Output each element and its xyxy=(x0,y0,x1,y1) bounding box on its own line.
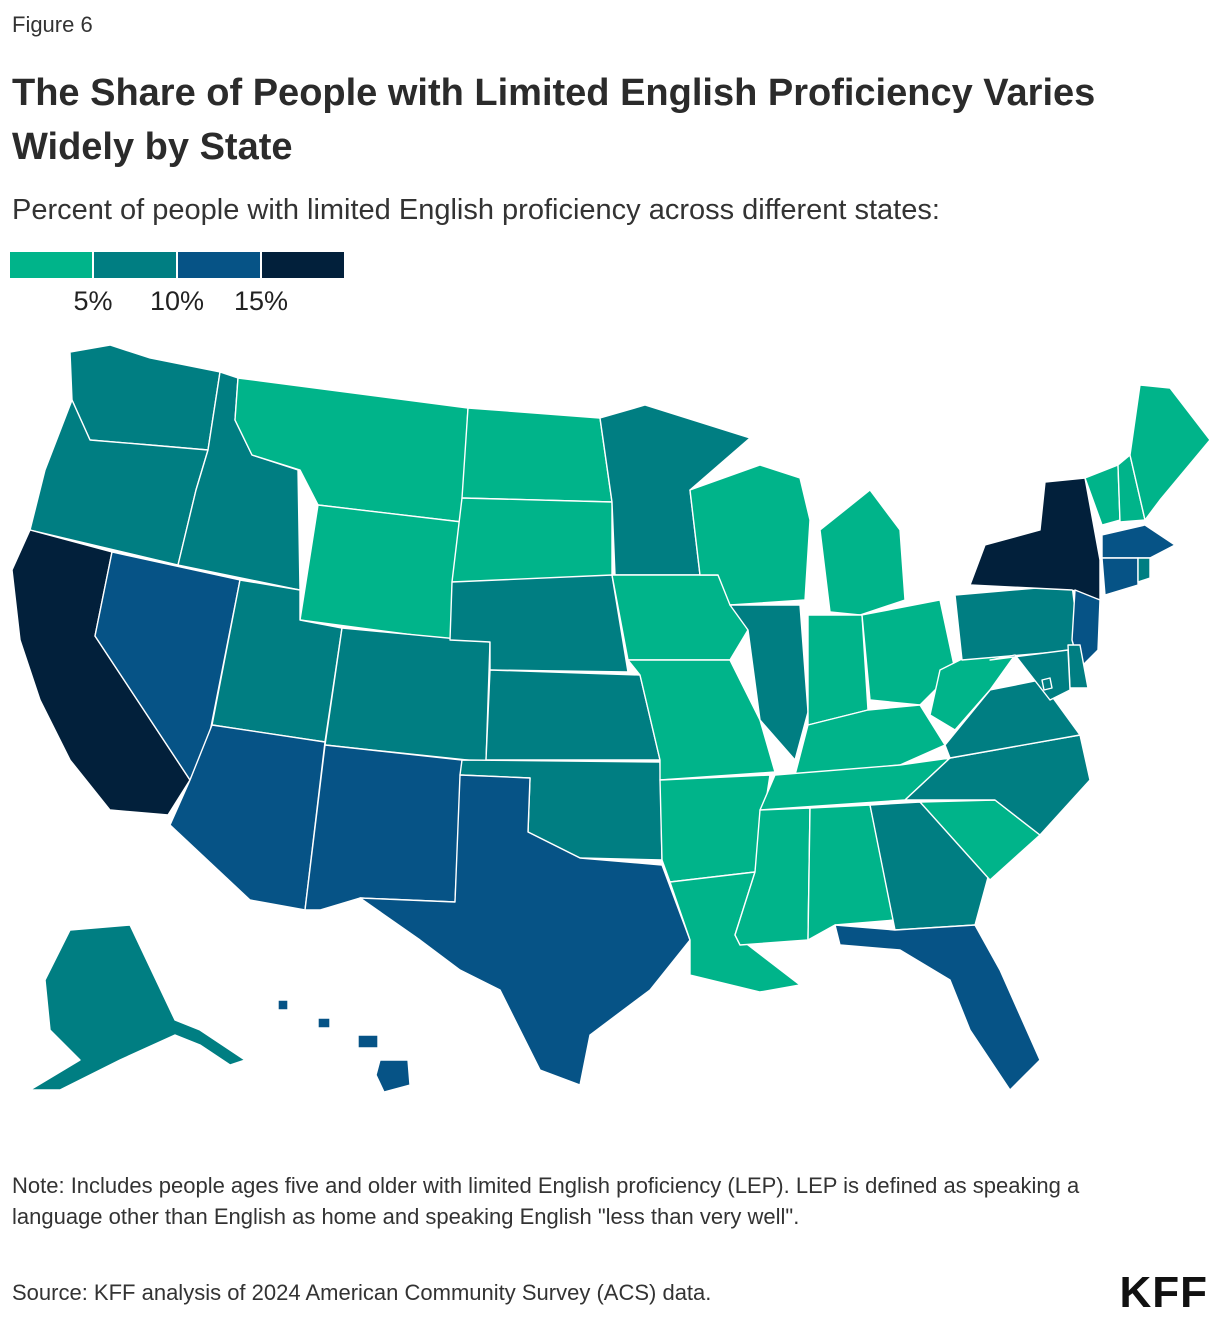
color-legend: 5% 10% 15% xyxy=(10,252,346,322)
kff-logo: KFF xyxy=(1119,1268,1208,1317)
legend-tick-5: 5% xyxy=(73,286,113,316)
state-WY xyxy=(299,504,463,641)
state-IL xyxy=(729,604,809,761)
state-WI xyxy=(689,464,811,606)
state-CT xyxy=(1101,557,1139,596)
legend-tick-10: 10% xyxy=(149,286,205,316)
figure-label: Figure 6 xyxy=(12,12,93,37)
state-MI xyxy=(819,489,906,616)
state-SD xyxy=(451,497,613,583)
state-HI xyxy=(277,999,411,1093)
state-AK xyxy=(29,924,246,1091)
state-MA xyxy=(1101,524,1176,559)
state-shapes xyxy=(11,344,1211,1093)
legend-tick-15: 15% xyxy=(233,286,289,316)
state-MO xyxy=(627,659,776,781)
legend-swatch-1 xyxy=(10,252,92,278)
state-WA xyxy=(69,344,221,451)
legend-swatch-3 xyxy=(178,252,260,278)
state-GA xyxy=(869,801,991,931)
state-AR xyxy=(659,774,771,883)
state-NM xyxy=(304,744,463,911)
state-NY xyxy=(969,477,1101,601)
state-FL xyxy=(834,924,1041,1091)
state-ND xyxy=(461,407,613,503)
chart-source: Source: KFF analysis of 2024 American Co… xyxy=(12,1280,712,1305)
chart-title: The Share of People with Limited English… xyxy=(12,72,1096,168)
chart-note: Note: Includes people ages five and olde… xyxy=(12,1173,1080,1229)
state-AL xyxy=(807,804,896,941)
state-IN xyxy=(807,614,869,726)
us-state-map xyxy=(11,344,1211,1093)
state-CO xyxy=(324,627,491,763)
chart-subtitle: Percent of people with limited English p… xyxy=(12,194,940,226)
legend-swatch-2 xyxy=(94,252,176,278)
state-KS xyxy=(485,669,661,761)
state-PA xyxy=(954,584,1081,661)
state-RI xyxy=(1137,557,1151,583)
legend-swatch-4 xyxy=(262,252,344,278)
state-ME xyxy=(1129,384,1211,521)
state-AZ xyxy=(169,724,326,911)
state-TX xyxy=(359,774,691,1086)
state-DC xyxy=(1041,677,1053,691)
